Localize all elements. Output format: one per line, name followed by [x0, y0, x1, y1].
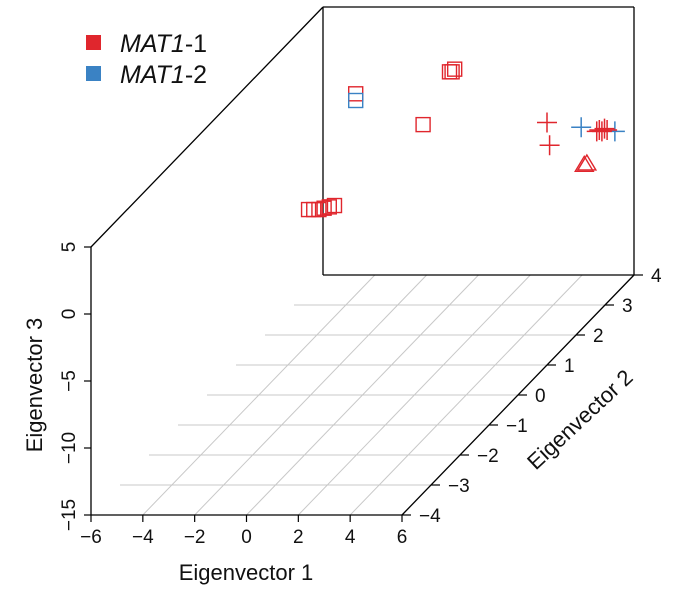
x-tick-label: −2 — [184, 527, 206, 548]
y-tick-label: 4 — [651, 266, 662, 287]
z-axis-title: Eigenvector 3 — [22, 318, 47, 453]
point-square — [300, 201, 317, 218]
y-tick-label: −4 — [419, 506, 441, 527]
point-plus — [571, 117, 592, 138]
point-plus — [597, 119, 618, 140]
point-square — [444, 64, 460, 80]
y-tick-label: 3 — [622, 296, 633, 317]
z-tick-label: −15 — [59, 499, 80, 531]
point-square — [316, 200, 332, 216]
z-tick-label: −10 — [59, 432, 80, 464]
y-tick-label: 2 — [593, 326, 604, 347]
x-axis-title: Eigenvector 1 — [179, 560, 314, 585]
point-plus — [537, 112, 557, 133]
x-tick-label: −6 — [80, 527, 102, 548]
y-tick-label: −3 — [448, 476, 470, 497]
y-tick-label: 0 — [535, 386, 546, 407]
legend-label-mat1-1: MAT1-1 — [120, 30, 207, 58]
z-tick-label: −5 — [59, 370, 80, 392]
point-plus — [591, 121, 612, 142]
point-plus — [594, 118, 615, 139]
point-plus — [539, 135, 560, 156]
x-tick-label: 6 — [397, 527, 408, 548]
legend-swatch-mat1-2 — [86, 66, 101, 81]
y-tick-label: 1 — [564, 356, 575, 377]
point-square — [326, 197, 343, 214]
legend-swatch-mat1-1 — [86, 35, 101, 50]
legend: MAT1-1 MAT1-2 — [86, 30, 207, 89]
z-tick-label: 0 — [59, 309, 80, 320]
x-tick-label: −4 — [132, 527, 154, 548]
x-tick-label: 2 — [293, 527, 304, 548]
point-square — [415, 116, 431, 133]
y-tick-label: −2 — [477, 446, 499, 467]
point-square — [306, 201, 322, 218]
box-edge-top-left — [90, 6, 324, 248]
point-triangle — [576, 153, 598, 171]
x-tick-label: 0 — [241, 527, 252, 548]
y-axis-title: Eigenvector 2 — [522, 364, 637, 474]
x-tick-label: 4 — [345, 527, 356, 548]
floor-grid — [120, 274, 635, 516]
point-square — [321, 199, 337, 215]
legend-label-mat1-2: MAT1-2 — [120, 61, 207, 89]
point-triangle — [574, 154, 595, 173]
point-square — [446, 61, 463, 77]
point-square — [311, 201, 327, 218]
point-square — [348, 92, 364, 109]
y-tick-label: −1 — [506, 416, 528, 437]
z-tick-label: 5 — [59, 242, 80, 253]
data-points — [300, 61, 625, 218]
